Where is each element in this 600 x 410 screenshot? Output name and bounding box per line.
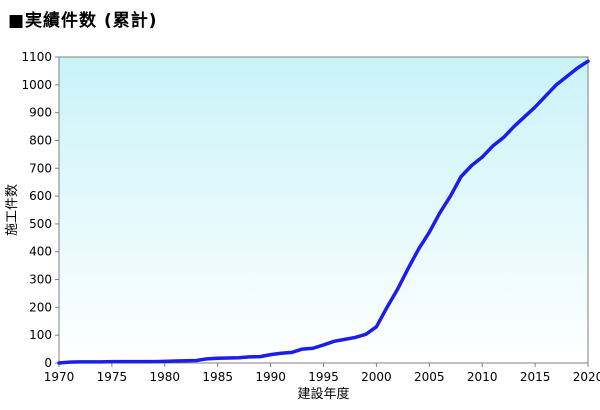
plot-area <box>58 56 589 364</box>
y-tick-label: 1100 <box>21 50 52 64</box>
x-tick-label: 2005 <box>414 370 445 384</box>
y-tick-label: 300 <box>29 273 52 287</box>
chart-title: ■実績件数 (累計) <box>8 11 158 31</box>
x-tick-label: 1990 <box>255 370 286 384</box>
y-tick-label: 800 <box>29 133 52 147</box>
x-tick-label: 1970 <box>44 370 75 384</box>
y-tick-label: 1000 <box>21 78 52 92</box>
y-tick-label: 500 <box>29 217 52 231</box>
x-axis-ticks: 1970 1975 1980 1985 1990 1995 2000 2005 2010 2015… <box>44 363 600 384</box>
y-axis-ticks: 0 100 200 300 400 500 600 700 800 900 1000 1100 <box>21 50 59 370</box>
y-tick-label: 900 <box>29 106 52 120</box>
x-axis-title: 建設年度 <box>297 386 349 402</box>
y-tick-label: 200 <box>29 300 52 314</box>
y-axis-title: 施工件数 <box>5 184 20 236</box>
x-tick-label: 1995 <box>308 370 339 384</box>
y-tick-label: 400 <box>29 245 52 259</box>
x-tick-label: 1985 <box>202 370 233 384</box>
series-line <box>57 59 590 365</box>
x-tick-label: 2000 <box>361 370 392 384</box>
x-tick-label: 1980 <box>150 370 181 384</box>
y-tick-label: 700 <box>29 161 52 175</box>
y-tick-label: 0 <box>44 356 52 370</box>
y-tick-label: 600 <box>29 189 52 203</box>
y-tick-label: 100 <box>29 328 52 342</box>
x-tick-label: 2020 <box>573 370 600 384</box>
x-tick-label: 2015 <box>520 370 551 384</box>
x-tick-label: 2010 <box>467 370 498 384</box>
x-tick-label: 1975 <box>97 370 128 384</box>
